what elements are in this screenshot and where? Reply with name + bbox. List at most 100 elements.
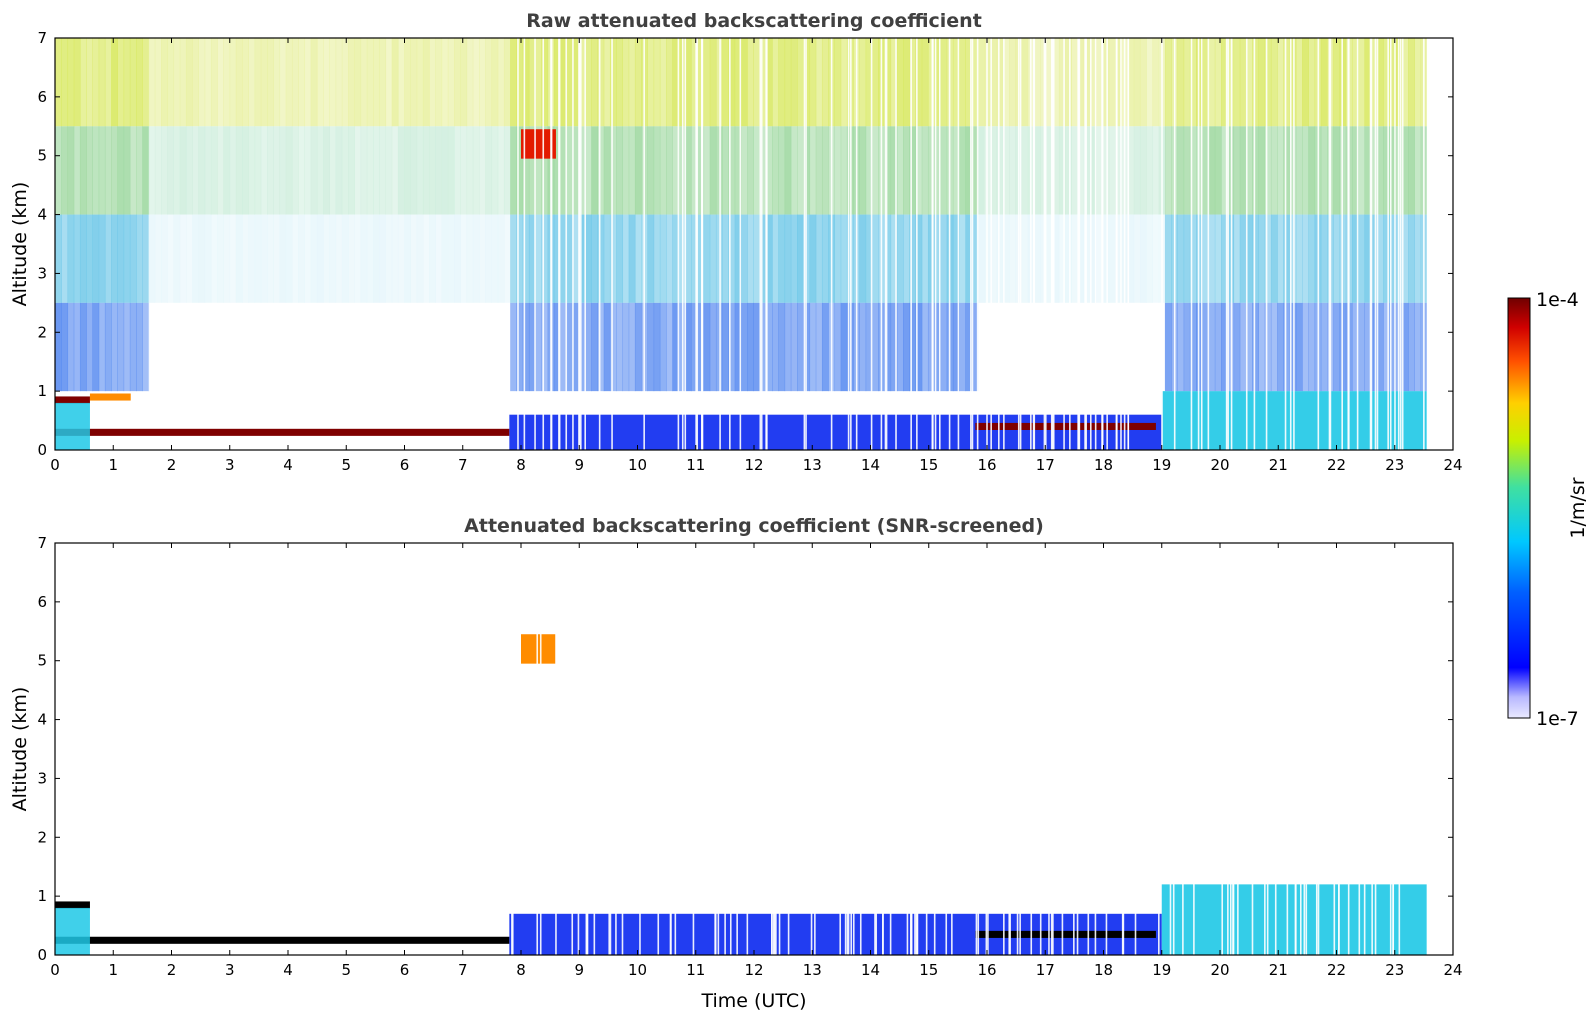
noise-cell	[86, 126, 94, 215]
noise-cell	[285, 214, 293, 303]
noise-cell	[1258, 302, 1266, 392]
gap-stripe	[803, 38, 806, 450]
noise-cell	[553, 302, 561, 392]
noise-cell	[248, 302, 256, 392]
noise-cell	[578, 302, 586, 392]
gap-stripe	[1356, 38, 1359, 450]
noise-cell	[865, 302, 873, 392]
noise-cell	[491, 38, 499, 127]
noise-cell	[485, 302, 493, 392]
noise-cell	[821, 302, 829, 392]
x-tick-label: 14	[861, 456, 880, 474]
x-tick-label: 13	[803, 456, 822, 474]
noise-cell	[273, 126, 281, 215]
noise-cell	[1370, 214, 1378, 303]
noise-cell	[728, 302, 736, 392]
y-tick-label: 6	[37, 593, 47, 611]
gap-stripe	[945, 543, 948, 955]
noise-cell	[522, 38, 530, 127]
noise-cell	[67, 302, 75, 392]
noise-cell	[510, 302, 518, 392]
noise-cell	[560, 38, 567, 127]
noise-cell	[154, 214, 162, 303]
gap-stripe	[1347, 543, 1350, 955]
gap-stripe	[1305, 543, 1308, 955]
gap-stripe	[1190, 38, 1193, 450]
x-tick-label: 4	[283, 961, 293, 979]
gap-stripe	[609, 543, 612, 955]
noise-cell	[940, 126, 948, 215]
noise-cell	[460, 214, 468, 303]
noise-cell	[784, 38, 792, 127]
noise-cell	[503, 302, 511, 392]
noise-cell	[703, 214, 711, 303]
noise-cell	[1021, 214, 1029, 303]
noise-cell	[740, 38, 748, 127]
gap-stripe	[511, 543, 513, 955]
noise-cell	[466, 302, 474, 392]
noise-cell	[616, 38, 624, 127]
noise-cell	[940, 302, 948, 392]
noise-cell	[934, 126, 942, 215]
gap-stripe	[670, 543, 672, 955]
noise-cell	[934, 302, 942, 392]
noise-cell	[1071, 302, 1079, 392]
noise-cell	[410, 126, 418, 215]
noise-cell	[1245, 214, 1253, 303]
noise-cell	[709, 302, 717, 392]
noise-cell	[354, 214, 362, 303]
x-tick-label: 15	[919, 456, 938, 474]
noise-cell	[553, 38, 561, 127]
noise-cell	[1196, 126, 1203, 215]
noise-cell	[1320, 38, 1328, 127]
gap-stripe	[971, 38, 974, 450]
gap-stripe	[1363, 543, 1366, 955]
gap-stripe	[915, 543, 918, 955]
noise-cell	[98, 38, 106, 127]
noise-cell	[173, 38, 181, 127]
noise-cell	[223, 214, 231, 303]
noise-cell	[1414, 38, 1422, 127]
noise-cell	[123, 38, 131, 127]
noise-cell	[1096, 302, 1104, 392]
noise-cell	[977, 214, 985, 303]
noise-cell	[1295, 126, 1303, 215]
gap-stripe	[850, 543, 853, 955]
noise-cell	[1289, 126, 1297, 215]
plot-area-snr	[55, 543, 1453, 955]
noise-cell	[740, 214, 748, 303]
noise-cell	[1164, 126, 1172, 215]
noise-cell	[1046, 214, 1054, 303]
noise-cell	[454, 214, 461, 303]
gap-stripe	[677, 38, 680, 450]
gap-stripe	[1230, 38, 1233, 450]
noise-cell	[1127, 302, 1135, 392]
gap-stripe	[916, 543, 919, 955]
noise-cell	[254, 126, 262, 215]
gap-stripe	[933, 543, 936, 955]
y-tick-label: 7	[37, 29, 47, 47]
gap-stripe	[1084, 38, 1086, 450]
noise-cell	[460, 38, 468, 127]
noise-cell	[790, 214, 798, 303]
gap-stripe	[997, 38, 1000, 450]
noise-cell	[55, 38, 62, 127]
noise-cell	[210, 38, 218, 127]
panel-snr: Attenuated backscattering coefficient (S…	[9, 515, 1463, 1012]
noise-cell	[1239, 214, 1247, 303]
noise-cell	[441, 214, 449, 303]
noise-cell	[354, 126, 362, 215]
noise-cell	[55, 126, 62, 215]
noise-cell	[934, 38, 942, 127]
y-tick-label: 3	[37, 769, 47, 787]
noise-cell	[560, 302, 567, 392]
gap-stripe	[850, 38, 852, 450]
noise-cell	[1083, 126, 1091, 215]
noise-cell	[142, 302, 150, 392]
gap-stripe	[584, 38, 587, 450]
noise-cell	[790, 126, 798, 215]
gap-stripe	[1016, 543, 1019, 955]
noise-cell	[672, 302, 680, 392]
noise-cell	[1295, 302, 1303, 392]
gap-stripe	[1374, 543, 1377, 955]
